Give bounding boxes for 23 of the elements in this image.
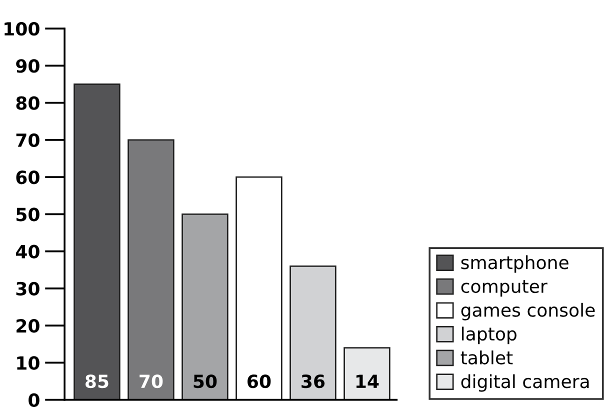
legend-label: computer (461, 280, 548, 297)
y-tick-label: 90 (16, 59, 40, 73)
legend-label: laptop (462, 326, 516, 344)
data-label: 70 (140, 374, 163, 388)
y-tick-label: 70 (16, 133, 40, 148)
data-label: 50 (194, 374, 217, 388)
data-label: 14 (356, 374, 379, 388)
data-label: 85 (86, 374, 108, 388)
legend-label: games console (461, 302, 595, 320)
y-tick-label: 100 (4, 22, 40, 36)
legend-label: digital camera (461, 374, 589, 392)
y-tick-label: 10 (17, 356, 40, 370)
legend-label: tablet (460, 350, 513, 364)
y-tick-label: 50 (16, 208, 40, 222)
y-tick-label: 60 (16, 170, 40, 184)
y-tick-label: 0 (28, 393, 40, 407)
y-tick-label: 80 (16, 96, 40, 110)
data-label: 36 (302, 374, 325, 388)
data-label: 60 (248, 374, 271, 388)
legend-label: smartphone (461, 255, 568, 273)
y-tick-label: 30 (16, 282, 40, 296)
y-tick-label: 40 (16, 244, 40, 258)
y-tick-label: 20 (16, 319, 40, 333)
